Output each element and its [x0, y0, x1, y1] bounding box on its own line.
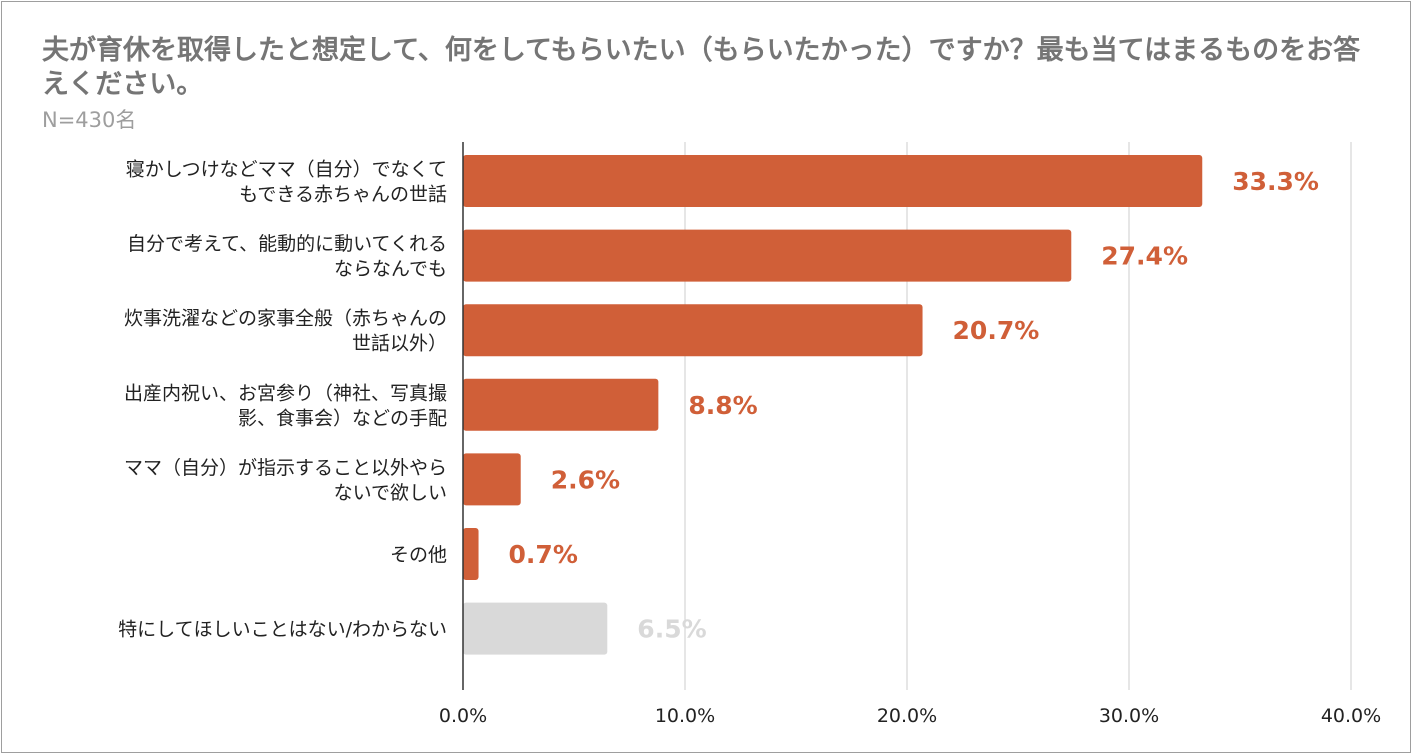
category-label: 炊事洗濯などの家事全般（赤ちゃんの — [124, 308, 447, 330]
data-label: 8.8% — [688, 391, 757, 420]
data-label: 0.7% — [509, 540, 578, 569]
category-label: 自分で考えて、能動的に動いてくれる — [127, 233, 447, 255]
bar — [463, 602, 608, 655]
chart-subtitle: N=430名 — [42, 108, 137, 132]
bar — [463, 453, 521, 506]
category-label: ならなんでも — [334, 258, 447, 280]
x-tick-label: 10.0% — [655, 705, 715, 727]
x-tick-label: 0.0% — [439, 705, 487, 727]
category-label: 寝かしつけなどママ（自分）でなくて — [126, 159, 447, 181]
data-label: 27.4% — [1101, 242, 1188, 271]
bar — [463, 229, 1072, 282]
category-label: 特にしてほしいことはない/わからない — [118, 619, 447, 641]
bar — [463, 378, 659, 431]
category-label: 影、食事会）などの手配 — [238, 407, 447, 429]
data-label: 33.3% — [1232, 167, 1319, 196]
category-label: 世話以外） — [352, 333, 447, 355]
x-tick-label: 30.0% — [1099, 705, 1159, 727]
x-tick-label: 40.0% — [1321, 705, 1381, 727]
category-label: 出産内祝い、お宮参り（神社、写真撮 — [124, 382, 447, 404]
bar — [463, 304, 923, 357]
category-label: ママ（自分）が指示すること以外やら — [124, 457, 447, 479]
data-label: 2.6% — [551, 465, 620, 494]
category-label: ないで欲しい — [334, 482, 447, 504]
bar — [463, 155, 1203, 207]
category-label: その他 — [390, 544, 447, 566]
chart-title: 夫が育休を取得したと想定して、何をしてもらいたい（もらいたかった）ですか？最も当… — [42, 35, 1361, 100]
data-label: 6.5% — [637, 615, 706, 644]
data-label: 20.7% — [953, 316, 1040, 345]
bar — [463, 528, 479, 580]
category-label: もできる赤ちゃんの世話 — [239, 184, 447, 206]
x-tick-label: 20.0% — [877, 705, 937, 727]
